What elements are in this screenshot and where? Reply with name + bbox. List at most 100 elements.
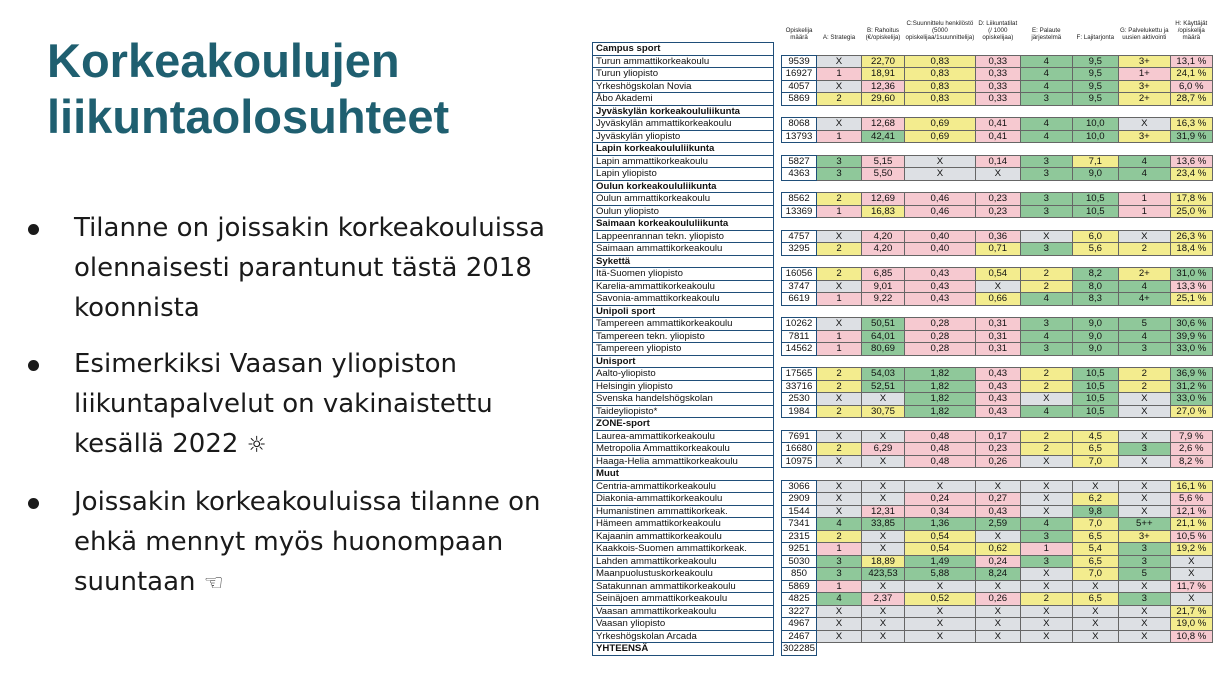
score-cell: 0,43 (974, 392, 1021, 406)
score-cell: 0,31 (974, 342, 1021, 356)
cell-gap (774, 380, 782, 393)
bullet-item: Tilanne on joissakin korkeakouluissa ole… (24, 208, 574, 328)
score-cell: X (1071, 479, 1119, 493)
student-count: 4825 (781, 592, 817, 606)
group-name: Saimaan korkeakoululiikunta (592, 217, 774, 231)
score-cell: 54,03 (861, 367, 905, 381)
score-cell: X (1071, 617, 1119, 631)
score-cell: X (816, 492, 862, 506)
score-cell: 29,60 (861, 92, 905, 106)
student-count: 2467 (781, 629, 817, 643)
student-count: 5869 (781, 92, 817, 106)
score-cell: 5 (1117, 567, 1171, 581)
student-count: 2315 (781, 529, 817, 543)
institution-name: Centria-ammattikorkeakoulu (592, 479, 774, 493)
score-cell: 0,33 (974, 54, 1021, 68)
score-cell: 33,0 % (1169, 342, 1213, 356)
score-cell: 1 (816, 129, 862, 143)
institution-name: Oulun ammattikorkeakoulu (592, 192, 774, 206)
student-count: 7691 (781, 429, 817, 443)
student-count: 2530 (781, 392, 817, 406)
column-header: B: Rahoitus (€/opiskelija) (865, 26, 901, 41)
student-count: 4363 (781, 167, 817, 181)
cell-gap (774, 405, 782, 418)
score-cell: 2 (816, 379, 862, 393)
score-cell: 6,5 (1071, 592, 1119, 606)
score-cell: 3+ (1117, 529, 1171, 543)
table-row: Tampereen ammattikorkeakoulu 10262 X 50,51 0… (592, 317, 1213, 331)
score-cell: 4 (1117, 329, 1171, 343)
group-name: Campus sport (592, 42, 774, 56)
cell-gap (774, 130, 782, 143)
total-label: YHTEENSÄ (592, 642, 774, 656)
student-count: 16056 (781, 267, 817, 281)
cell-gap (774, 580, 782, 593)
table-row: Lahden ammattikorkeakoulu 5030 3 18,89 1,49 0… (592, 554, 1213, 568)
score-cell: 0,71 (974, 242, 1021, 256)
cell-gap (774, 293, 782, 306)
score-cell: X (1117, 229, 1171, 243)
score-cell: 0,23 (974, 442, 1021, 456)
institution-name: Jyväskylän ammattikorkeakoulu (592, 117, 774, 131)
table-row: Jyväskylän ammattikorkeakoulu 8068 X 12,68 0… (592, 117, 1213, 131)
score-cell: X (1019, 617, 1073, 631)
score-cell: 4 (1019, 517, 1073, 531)
score-cell: X (816, 392, 862, 406)
score-cell: 10,5 (1071, 192, 1119, 206)
group-spacer (774, 468, 1213, 481)
score-cell: 3 (816, 567, 862, 581)
cell-gap (774, 280, 782, 293)
table-row: Taideyliopisto* 1984 2 30,75 1,82 0,43 4 10,5 X 2… (592, 404, 1213, 418)
score-cell: 3 (1019, 529, 1073, 543)
score-cell: 0,43 (904, 267, 976, 281)
table-row: Itä-Suomen yliopisto 16056 2 6,85 0,43 0,54 2 8… (592, 267, 1213, 281)
cell-gap (774, 155, 782, 168)
score-cell: X (904, 479, 976, 493)
score-cell: 3+ (1117, 79, 1171, 93)
score-cell: 0,34 (904, 504, 976, 518)
table-row: Satakunnan ammattikorkeakoulu 5869 1 X X X X X X… (592, 579, 1213, 593)
score-cell: 6,5 (1071, 554, 1119, 568)
institution-name: Taideyliopisto* (592, 404, 774, 418)
score-cell: 13,6 % (1169, 154, 1213, 168)
score-cell: 4 (1117, 167, 1171, 181)
group-row: Lapin korkeakoululiikunta (592, 142, 1213, 156)
student-count: 5030 (781, 554, 817, 568)
bullet-text: Esimerkiksi Vaasan yliopiston liikuntapa… (74, 349, 493, 459)
score-cell: X (904, 167, 976, 181)
score-cell: 5,15 (861, 154, 905, 168)
score-cell: X (1169, 567, 1213, 581)
table-row: Centria-ammattikorkeakoulu 3066 X X X X X X X 16,… (592, 479, 1213, 493)
score-cell: 4 (1019, 329, 1073, 343)
score-cell: 0,33 (974, 79, 1021, 93)
institution-name: Jyväskylän yliopisto (592, 129, 774, 143)
cell-gap (774, 230, 782, 243)
institution-name: Tampereen yliopisto (592, 342, 774, 356)
score-cell: X (1117, 617, 1171, 631)
sun-icon: ☼ (246, 433, 267, 458)
institution-name: Svenska handelshögskolan (592, 392, 774, 406)
score-cell: 31,2 % (1169, 379, 1213, 393)
score-cell: X (861, 629, 905, 643)
score-cell: 1,82 (904, 404, 976, 418)
score-cell: 0,48 (904, 442, 976, 456)
group-row: Campus sport (592, 42, 1213, 56)
score-cell: 25,0 % (1169, 204, 1213, 218)
score-cell: X (974, 617, 1021, 631)
score-cell: X (816, 317, 862, 331)
score-cell: 3 (1019, 242, 1073, 256)
institution-name: Humanistinen ammattikorkeak. (592, 504, 774, 518)
cell-gap (774, 455, 782, 468)
score-cell: 9,0 (1071, 167, 1119, 181)
score-cell: 0,48 (904, 454, 976, 468)
institution-name: Tampereen tekn. yliopisto (592, 329, 774, 343)
score-cell: X (1117, 629, 1171, 643)
score-cell: 7,0 (1071, 454, 1119, 468)
score-cell: 10,5 % (1169, 529, 1213, 543)
score-cell: 42,41 (861, 129, 905, 143)
score-cell: 9,8 (1071, 504, 1119, 518)
score-cell: 0,43 (974, 504, 1021, 518)
institution-name: Tampereen ammattikorkeakoulu (592, 317, 774, 331)
group-spacer (774, 218, 1213, 231)
score-cell: 1,49 (904, 554, 976, 568)
